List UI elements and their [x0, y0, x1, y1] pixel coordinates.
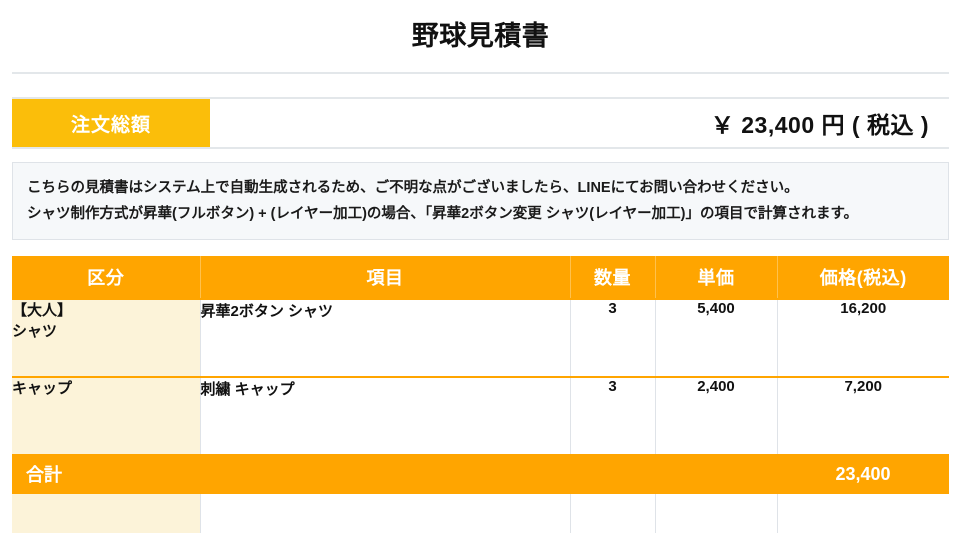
cell-kubun: [12, 492, 201, 533]
kubun-line-2: シャツ: [12, 323, 58, 340]
table-total-row: 合計 23,400: [12, 454, 949, 493]
total-row-value: 23,400: [777, 454, 949, 493]
cell-kakaku: [777, 492, 949, 533]
cell-tanka: [655, 492, 778, 533]
order-total-banner: 注文総額 ￥ 23,400 円 ( 税込 ): [12, 97, 949, 149]
total-row-label: 合計: [12, 454, 777, 493]
quotation-page: 野球見積書 注文総額 ￥ 23,400 円 ( 税込 ) こちらの見積書はシステ…: [12, 21, 949, 533]
cell-komoku: 昇華2ボタン シャツ: [200, 298, 571, 377]
cell-tanka: 5,400: [655, 298, 778, 377]
notice-line-1: こちらの見積書はシステム上で自動生成されるため、ご不明な点がございましたら、LI…: [27, 180, 799, 196]
notice-line-2: シャツ制作方式が昇華(フルボタン) + (レイヤー加工)の場合、「昇華2ボタン変…: [27, 206, 859, 222]
order-total-value-container: ￥ 23,400 円 ( 税込 ): [210, 99, 949, 147]
cell-komoku: [200, 492, 571, 533]
column-header-suryo: 数量: [570, 256, 656, 299]
cell-suryo: [570, 492, 656, 533]
kubun-line-1: 【大人】: [12, 302, 73, 319]
table-row: キャップ 刺繍 キャップ 3 2,400 7,200: [12, 376, 949, 455]
column-header-tanka: 単価: [655, 256, 778, 299]
order-total-label: 注文総額: [12, 99, 210, 147]
column-header-kubun: 区分: [12, 256, 201, 299]
table-row: 【大人】 シャツ 昇華2ボタン シャツ 3 5,400 16,200: [12, 298, 949, 377]
cell-suryo: 3: [570, 298, 656, 377]
cell-kubun: キャップ: [12, 376, 201, 455]
title-divider: [12, 72, 949, 74]
order-total-amount: ￥ 23,400 円 ( 税込 ): [710, 112, 929, 138]
table-header-row: 区分 項目 数量 単価 価格(税込): [12, 256, 949, 299]
cell-kakaku: 7,200: [777, 376, 949, 455]
page-title: 野球見積書: [411, 21, 550, 51]
table-header: 区分 項目 数量 単価 価格(税込): [12, 256, 949, 299]
cell-kakaku: 16,200: [777, 298, 949, 377]
cell-suryo: 3: [570, 376, 656, 455]
table-row-partial: [12, 492, 949, 533]
column-header-komoku: 項目: [200, 256, 571, 299]
cell-kubun: 【大人】 シャツ: [12, 298, 201, 377]
cell-tanka: 2,400: [655, 376, 778, 455]
quotation-table: 区分 項目 数量 単価 価格(税込) 【大人】 シャツ 昇華2ボタン シャツ 3…: [12, 256, 949, 533]
table-body: 【大人】 シャツ 昇華2ボタン シャツ 3 5,400 16,200 キャップ …: [12, 298, 949, 533]
kubun-line-1: キャップ: [12, 380, 73, 397]
column-header-kakaku: 価格(税込): [777, 256, 949, 299]
cell-komoku: 刺繍 キャップ: [200, 376, 571, 455]
notice-box: こちらの見積書はシステム上で自動生成されるため、ご不明な点がございましたら、LI…: [12, 162, 949, 240]
